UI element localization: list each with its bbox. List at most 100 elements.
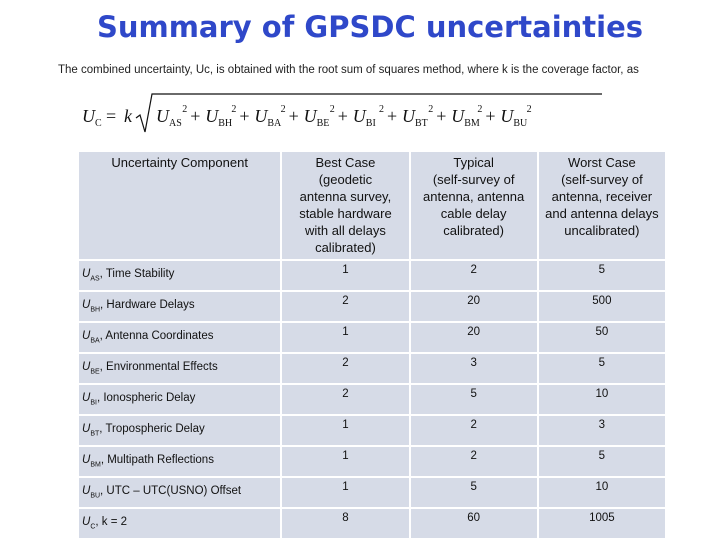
formula-term-subscript: BI [366, 118, 376, 129]
table-row: UBH, Hardware Delays 2 20 500 [79, 292, 665, 321]
component-name: , Tropospheric Delay [99, 423, 205, 436]
component-name: , k = 2 [95, 516, 128, 529]
best-case-value: 2 [282, 354, 409, 383]
typical-value: 20 [410, 292, 537, 321]
component-name: , Time Stability [99, 268, 175, 281]
formula-equals: = [106, 106, 116, 126]
worst-case-value: 10 [538, 478, 665, 507]
typical-value: 20 [410, 323, 537, 352]
component-subscript: C [90, 523, 96, 531]
formula-term-superscript: 2 [527, 104, 532, 115]
component-subscript: BH [90, 306, 101, 314]
typical-value: 2 [410, 261, 537, 290]
typical-value: 2 [410, 447, 537, 476]
header-line: (self-survey of [432, 172, 515, 187]
formula-plus: + [485, 106, 495, 126]
formula-plus: + [239, 106, 249, 126]
typical-value: 2 [410, 416, 537, 445]
component-symbol: U [82, 299, 91, 312]
table-row: UBT, Tropospheric Delay 1 2 3 [79, 416, 665, 445]
formula-term-superscript: 2 [477, 104, 482, 115]
component-symbol: U [82, 268, 91, 281]
best-case-value: 1 [282, 261, 409, 290]
component-label: UBI, Ionospheric Delay [79, 385, 281, 414]
formula-radical [135, 93, 602, 133]
combined-uncertainty-formula: U C = k U AS 2 + U BH 2 + U BA 2 + U BE 2 + U BI 2 + U BT 2 + U BM 2 + U… [80, 88, 640, 138]
component-name: , UTC – UTC(USNO) Offset [100, 485, 242, 498]
slide-title: Summary of GPSDC uncertainties [96, 10, 644, 44]
typical-value: 3 [410, 354, 537, 383]
best-case-value: 1 [282, 323, 409, 352]
typical-value: 5 [410, 385, 537, 414]
formula-term-superscript: 2 [231, 104, 236, 115]
formula-term-symbol: U [304, 106, 318, 126]
uncertainty-table: Uncertainty Component Best Case (geodetic… [77, 150, 667, 540]
header-line: (self-survey of [561, 172, 643, 187]
typical-value: 60 [410, 509, 537, 538]
formula-graphic: U C = k U AS2 + U BH2 + U BA2 + U BE2 + U BI2 + U BT2 + U BM2 + U… [82, 93, 602, 133]
component-label: UBE, Environmental Effects [79, 354, 281, 383]
component-label: UAS, Time Stability [79, 261, 281, 290]
formula-term-symbol: U [500, 106, 514, 126]
header-line: antenna survey, [299, 189, 392, 204]
component-symbol: U [82, 485, 91, 498]
formula-term-symbol: U [254, 106, 268, 126]
worst-case-value: 1005 [538, 509, 665, 538]
formula-term-symbol: U [205, 106, 219, 126]
best-case-value: 8 [282, 509, 409, 538]
component-label: UBH, Hardware Delays [79, 292, 281, 321]
header-uncertainty-component: Uncertainty Component [79, 152, 281, 259]
formula-term-subscript: BE [317, 118, 330, 129]
component-subscript: BI [90, 399, 97, 407]
table-row: UC, k = 2 8 60 1005 [79, 509, 665, 538]
worst-case-value: 10 [538, 385, 665, 414]
formula-term-symbol: U [156, 106, 170, 126]
header-line: Best Case [315, 155, 376, 170]
component-subscript: BT [90, 430, 100, 438]
worst-case-value: 5 [538, 261, 665, 290]
worst-case-value: 50 [538, 323, 665, 352]
formula-term-subscript: AS [169, 118, 182, 129]
component-name: , Antenna Coordinates [99, 330, 214, 343]
formula-plus: + [436, 106, 446, 126]
table-body: UAS, Time Stability 1 2 5 UBH, Hardware Dela… [79, 261, 665, 538]
header-line: Typical [453, 155, 494, 170]
component-symbol: U [82, 361, 91, 374]
formula-term-superscript: 2 [428, 104, 433, 115]
formula-k: k [124, 106, 133, 126]
component-label: UBT, Tropospheric Delay [79, 416, 281, 445]
table-row: UBA, Antenna Coordinates 1 20 50 [79, 323, 665, 352]
formula-term-superscript: 2 [379, 104, 384, 115]
intro-text: The combined uncertainty, Uc, is obtaine… [58, 64, 639, 76]
header-line: antenna, receiver [551, 189, 653, 204]
worst-case-value: 3 [538, 416, 665, 445]
typical-value: 5 [410, 478, 537, 507]
component-symbol: U [82, 330, 91, 343]
formula-lhs-subscript: C [95, 118, 102, 129]
table-row: UBI, Ionospheric Delay 2 5 10 [79, 385, 665, 414]
formula-term-symbol: U [451, 106, 465, 126]
formula-plus: + [190, 106, 200, 126]
formula-plus: + [387, 106, 397, 126]
component-subscript: BA [90, 337, 100, 345]
component-name: , Environmental Effects [99, 361, 218, 374]
header-typical: Typical (self-survey of antenna, antenna ca… [410, 152, 537, 259]
header-line: Worst Case [568, 155, 636, 170]
header-worst-case: Worst Case (self-survey of antenna, receiv… [538, 152, 665, 259]
formula-term-subscript: BM [464, 118, 480, 129]
formula-term-subscript: BA [267, 118, 282, 129]
table-row: UAS, Time Stability 1 2 5 [79, 261, 665, 290]
formula-lhs-symbol: U [82, 106, 96, 126]
component-subscript: BM [90, 461, 101, 469]
component-name: , Ionospheric Delay [96, 392, 196, 405]
best-case-value: 1 [282, 416, 409, 445]
component-symbol: U [82, 516, 91, 529]
header-line: antenna, antenna [423, 189, 525, 204]
best-case-value: 1 [282, 447, 409, 476]
formula-term-subscript: BT [415, 118, 428, 129]
worst-case-value: 5 [538, 447, 665, 476]
formula-term-superscript: 2 [330, 104, 335, 115]
formula-term-subscript: BH [218, 118, 232, 129]
component-name: , Multipath Reflections [100, 454, 214, 467]
formula-plus: + [338, 106, 348, 126]
